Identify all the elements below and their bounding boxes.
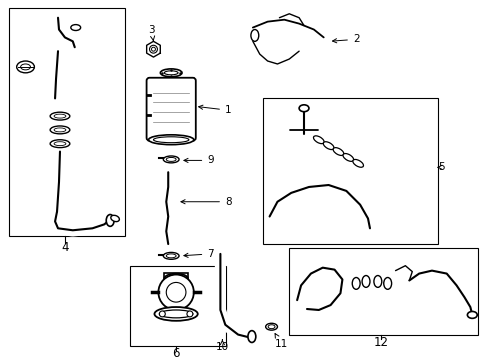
Bar	[130, 266, 226, 346]
Ellipse shape	[163, 252, 179, 259]
Polygon shape	[146, 41, 160, 57]
Bar	[262, 98, 437, 244]
Ellipse shape	[299, 105, 308, 112]
Bar	[164, 273, 187, 284]
Ellipse shape	[332, 148, 343, 156]
Text: 2: 2	[332, 34, 359, 44]
Ellipse shape	[267, 325, 274, 329]
Ellipse shape	[151, 47, 155, 51]
Ellipse shape	[54, 142, 66, 146]
Ellipse shape	[166, 157, 176, 161]
Text: 10: 10	[215, 339, 228, 352]
Ellipse shape	[166, 254, 176, 258]
Ellipse shape	[342, 154, 353, 161]
Circle shape	[166, 283, 185, 302]
Ellipse shape	[17, 61, 34, 73]
Ellipse shape	[250, 30, 258, 41]
Text: 8: 8	[181, 197, 231, 207]
Text: 6: 6	[172, 347, 180, 360]
Ellipse shape	[361, 275, 369, 287]
Ellipse shape	[467, 311, 476, 318]
Ellipse shape	[50, 140, 70, 148]
Ellipse shape	[383, 278, 391, 289]
Ellipse shape	[164, 71, 178, 75]
Ellipse shape	[313, 136, 324, 144]
Circle shape	[158, 275, 193, 310]
Ellipse shape	[149, 45, 157, 53]
FancyBboxPatch shape	[146, 78, 195, 141]
Ellipse shape	[153, 137, 188, 143]
Ellipse shape	[164, 274, 187, 283]
Ellipse shape	[323, 142, 333, 149]
Text: 5: 5	[437, 162, 444, 172]
Circle shape	[186, 311, 192, 317]
Ellipse shape	[50, 112, 70, 120]
Text: 3: 3	[148, 24, 155, 40]
Ellipse shape	[351, 278, 359, 289]
Ellipse shape	[111, 215, 119, 222]
Ellipse shape	[20, 64, 30, 70]
Text: 9: 9	[183, 156, 213, 165]
Text: 1: 1	[198, 105, 231, 115]
Ellipse shape	[54, 114, 66, 118]
Bar	[9, 8, 124, 236]
Text: 7: 7	[183, 249, 213, 259]
Ellipse shape	[247, 330, 255, 342]
Ellipse shape	[148, 135, 193, 145]
Ellipse shape	[50, 126, 70, 134]
Text: 11: 11	[274, 334, 287, 350]
Ellipse shape	[163, 156, 179, 163]
Circle shape	[159, 311, 165, 317]
Ellipse shape	[352, 159, 363, 167]
Ellipse shape	[54, 128, 66, 132]
Ellipse shape	[159, 310, 192, 318]
Ellipse shape	[160, 69, 182, 77]
Text: 12: 12	[372, 336, 387, 349]
Ellipse shape	[106, 215, 114, 226]
Ellipse shape	[265, 323, 277, 330]
Ellipse shape	[373, 275, 381, 287]
Ellipse shape	[154, 307, 197, 321]
Text: 4: 4	[61, 242, 68, 255]
Ellipse shape	[71, 24, 81, 31]
Bar	[289, 248, 477, 334]
